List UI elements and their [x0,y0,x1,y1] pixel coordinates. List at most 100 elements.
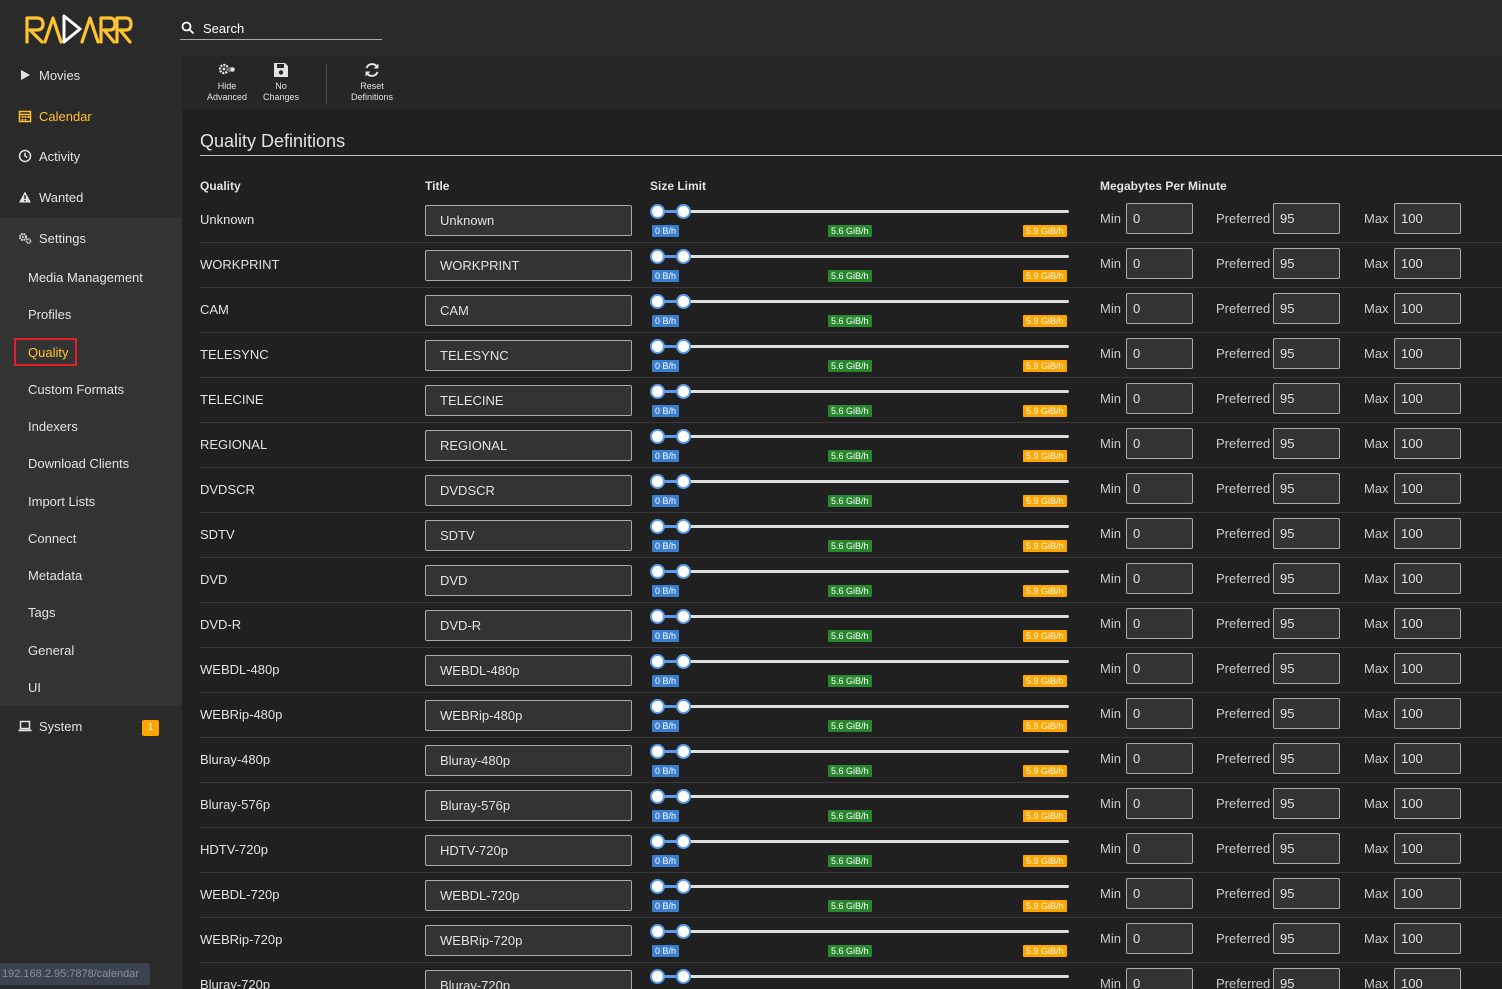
slider-min-handle[interactable] [650,924,665,939]
slider-min-handle[interactable] [650,249,665,264]
preferred-input[interactable] [1273,743,1340,774]
preferred-input[interactable] [1273,248,1340,279]
slider-min-handle[interactable] [650,609,665,624]
max-input[interactable] [1394,293,1461,324]
max-input[interactable] [1394,788,1461,819]
min-input[interactable] [1126,968,1193,989]
sidebar-item-settings[interactable]: Settings [0,218,182,258]
max-input[interactable] [1394,698,1461,729]
max-input[interactable] [1394,338,1461,369]
max-input[interactable] [1394,563,1461,594]
settings-media-management[interactable]: Media Management [28,270,143,285]
preferred-input[interactable] [1273,608,1340,639]
settings-quality[interactable]: Quality [28,345,69,360]
max-input[interactable] [1394,383,1461,414]
max-input[interactable] [1394,248,1461,279]
slider-max-handle[interactable] [676,339,691,354]
settings-custom-formats[interactable]: Custom Formats [28,382,125,397]
slider-min-handle[interactable] [650,294,665,309]
quality-title-input[interactable] [425,790,632,821]
slider-min-handle[interactable] [650,879,665,894]
slider-max-handle[interactable] [676,429,691,444]
slider-max-handle[interactable] [676,924,691,939]
min-input[interactable] [1126,518,1193,549]
settings-general[interactable]: General [28,643,75,658]
sidebar-item-wanted[interactable]: Wanted [0,177,182,217]
max-input[interactable] [1394,473,1461,504]
slider-max-handle[interactable] [676,294,691,309]
min-input[interactable] [1126,923,1193,954]
min-input[interactable] [1126,473,1193,504]
slider-min-handle[interactable] [650,699,665,714]
quality-title-input[interactable] [425,655,632,686]
max-input[interactable] [1394,428,1461,459]
slider-max-handle[interactable] [676,384,691,399]
preferred-input[interactable] [1273,473,1340,504]
min-input[interactable] [1126,698,1193,729]
min-input[interactable] [1126,743,1193,774]
quality-title-input[interactable] [425,835,632,866]
settings-connect[interactable]: Connect [28,531,77,546]
preferred-input[interactable] [1273,293,1340,324]
slider-min-handle[interactable] [650,789,665,804]
preferred-input[interactable] [1273,518,1340,549]
slider-min-handle[interactable] [650,519,665,534]
slider-min-handle[interactable] [650,744,665,759]
min-input[interactable] [1126,383,1193,414]
max-input[interactable] [1394,878,1461,909]
preferred-input[interactable] [1273,968,1340,989]
quality-title-input[interactable] [425,385,632,416]
settings-ui[interactable]: UI [28,680,41,695]
settings-download-clients[interactable]: Download Clients [28,456,130,471]
max-input[interactable] [1394,743,1461,774]
slider-min-handle[interactable] [650,564,665,579]
slider-max-handle[interactable] [676,249,691,264]
quality-title-input[interactable] [425,430,632,461]
slider-min-handle[interactable] [650,474,665,489]
slider-max-handle[interactable] [676,519,691,534]
slider-max-handle[interactable] [676,609,691,624]
sidebar-item-system[interactable]: System [0,706,182,746]
quality-title-input[interactable] [425,520,632,551]
size-limit-slider[interactable]: 0 B/h5.6 GiB/h5.9 GiB/h [650,963,1075,989]
slider-max-handle[interactable] [676,879,691,894]
quality-title-input[interactable] [425,295,632,326]
reset-definitions-button[interactable]: Reset Definitions [346,61,398,103]
preferred-input[interactable] [1273,428,1340,459]
max-input[interactable] [1394,203,1461,234]
min-input[interactable] [1126,653,1193,684]
settings-profiles[interactable]: Profiles [28,307,72,322]
quality-title-input[interactable] [425,250,632,281]
sidebar-item-calendar[interactable]: Calendar [0,96,182,136]
slider-min-handle[interactable] [650,384,665,399]
min-input[interactable] [1126,878,1193,909]
slider-max-handle[interactable] [676,789,691,804]
slider-min-handle[interactable] [650,969,665,984]
radarr-logo[interactable] [24,12,134,46]
min-input[interactable] [1126,833,1193,864]
quality-title-input[interactable] [425,925,632,956]
max-input[interactable] [1394,923,1461,954]
min-input[interactable] [1126,293,1193,324]
max-input[interactable] [1394,833,1461,864]
preferred-input[interactable] [1273,788,1340,819]
settings-tags[interactable]: Tags [28,605,56,620]
quality-title-input[interactable] [425,205,632,236]
slider-min-handle[interactable] [650,429,665,444]
min-input[interactable] [1126,203,1193,234]
min-input[interactable] [1126,338,1193,369]
quality-title-input[interactable] [425,340,632,371]
quality-title-input[interactable] [425,475,632,506]
quality-title-input[interactable] [425,565,632,596]
